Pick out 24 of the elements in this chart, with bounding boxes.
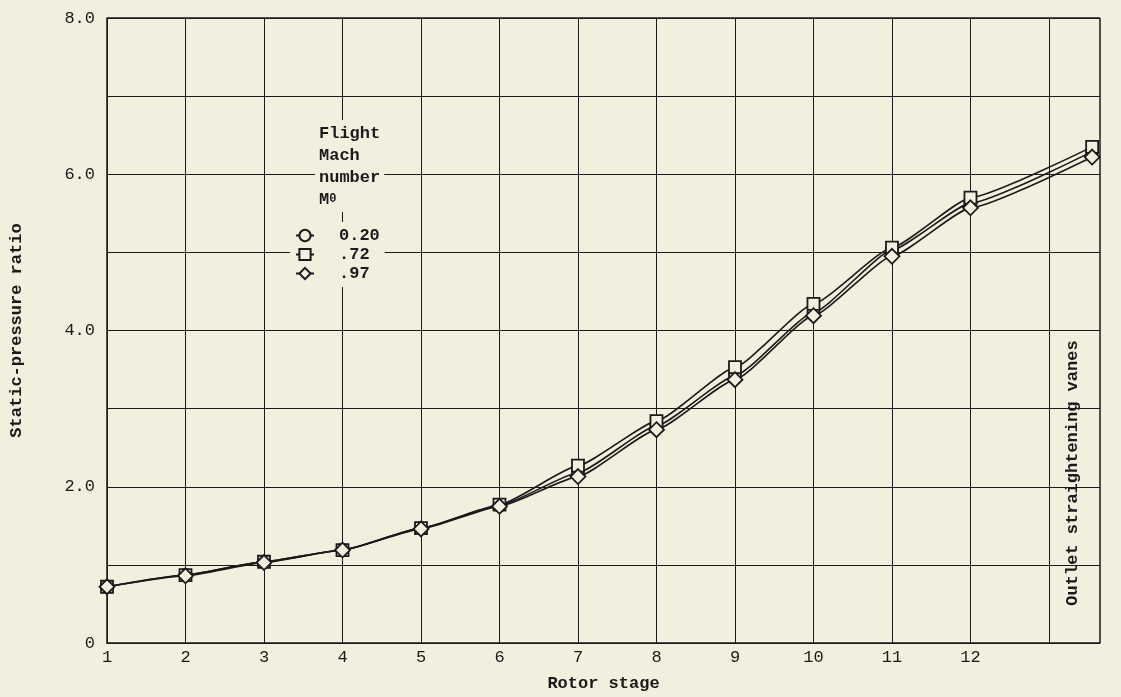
x-tick-label: 3 xyxy=(258,648,270,667)
x-tick-label: 6 xyxy=(494,648,505,667)
y-axis-title: Static-pressure ratio xyxy=(7,223,26,438)
legend-label: .97 xyxy=(339,264,370,283)
legend-label: 0.20 xyxy=(339,226,380,245)
x-tick-label: 7 xyxy=(572,648,584,667)
x-tick-label: 8 xyxy=(651,648,662,667)
y-tick-label: 4.0 xyxy=(64,321,95,340)
y-tick-label: 2.0 xyxy=(64,477,95,497)
x-tick-label: 11 xyxy=(881,648,903,667)
x-tick-label: 2 xyxy=(180,648,191,667)
legend-label: .72 xyxy=(339,245,370,264)
annotation: Outlet straightening vanes xyxy=(1062,340,1082,606)
x-tick-label: 10 xyxy=(803,648,824,667)
y-tick-label: 6.0 xyxy=(64,164,95,184)
x-axis-title: Rotor stage xyxy=(547,674,660,693)
x-tick-label: 1 xyxy=(101,648,113,667)
x-tick-label: 9 xyxy=(729,648,741,667)
x-tick-label: 12 xyxy=(960,648,981,667)
x-tick-label: 5 xyxy=(415,648,427,667)
legend-title: Flight Mach number M0 xyxy=(319,123,381,209)
y-tick-label: 8.0 xyxy=(64,8,95,28)
x-tick-label: 4 xyxy=(337,648,348,667)
y-tick-label: 0 xyxy=(84,633,95,653)
